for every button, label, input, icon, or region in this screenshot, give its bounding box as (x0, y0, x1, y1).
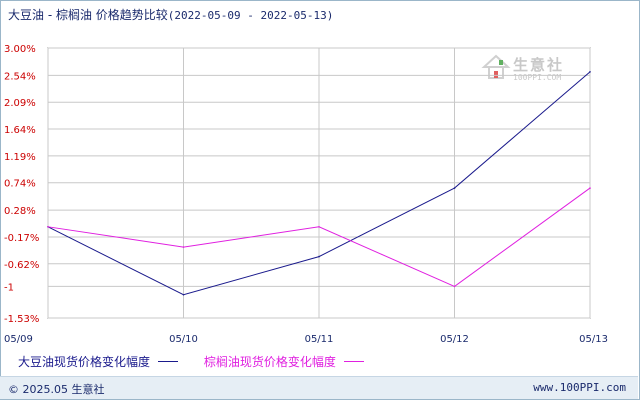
legend-swatch-soybean-oil (158, 361, 179, 362)
data-point-palm-oil (589, 187, 591, 189)
x-tick-label: 05/13 (579, 334, 608, 345)
watermark-text: 生意社 (513, 56, 565, 74)
data-point-palm-oil (453, 285, 456, 288)
y-tick-label: -1 (4, 282, 14, 293)
y-tick-label: 1.19% (4, 152, 36, 163)
x-tick-label: 05/10 (169, 334, 198, 345)
x-tick-label: 05/09 (4, 334, 33, 345)
data-point-palm-oil (318, 226, 320, 228)
footer: © 2025.05 生意社 www.100PPI.com (0, 376, 638, 399)
legend: 大豆油现货价格变化幅度 棕榈油现货价格变化幅度 (18, 353, 386, 370)
legend-label-soybean-oil: 大豆油现货价格变化幅度 (18, 355, 151, 369)
x-tick-label: 05/11 (305, 334, 334, 345)
house-icon (481, 54, 511, 79)
y-tick-label: 3.00% (4, 44, 36, 55)
legend-label-palm-oil: 棕榈油现货价格变化幅度 (203, 355, 336, 369)
footer-site-link[interactable]: www.100PPI.com (533, 381, 626, 394)
legend-swatch-palm-oil (343, 361, 364, 362)
y-tick-label: 0.28% (4, 206, 36, 217)
legend-item-soybean-oil: 大豆油现货价格变化幅度 (18, 353, 179, 370)
watermark-logo: 生意社 100PPI.COM (481, 52, 581, 88)
y-tick-label: -0.17% (4, 233, 39, 244)
chart-title: 大豆油 - 棕榈油 价格趋势比较(2022-05-09 - 2022-05-13… (8, 6, 333, 24)
chart-date-range: (2022-05-09 - 2022-05-13) (167, 9, 334, 22)
y-tick-label: 0.74% (4, 179, 36, 190)
data-point-palm-oil (47, 226, 49, 228)
y-tick-label: -1.53% (4, 314, 39, 325)
y-tick-label: 2.09% (4, 98, 36, 109)
data-point-palm-oil (182, 246, 185, 248)
y-tick-label: -0.62% (4, 260, 39, 271)
watermark-url: 100PPI.COM (513, 73, 562, 82)
chart-title-text: 大豆油 - 棕榈油 价格趋势比较 (8, 8, 168, 22)
data-point-soybean-oil (589, 71, 591, 73)
footer-copyright: © 2025.05 生意社 (8, 383, 105, 396)
data-point-soybean-oil (453, 187, 456, 189)
y-tick-label: 2.54% (4, 71, 36, 82)
data-point-soybean-oil (182, 293, 185, 296)
x-tick-label: 05/12 (440, 334, 469, 345)
data-point-soybean-oil (318, 255, 320, 258)
y-tick-label: 1.64% (4, 125, 36, 136)
legend-item-palm-oil: 棕榈油现货价格变化幅度 (204, 353, 364, 370)
